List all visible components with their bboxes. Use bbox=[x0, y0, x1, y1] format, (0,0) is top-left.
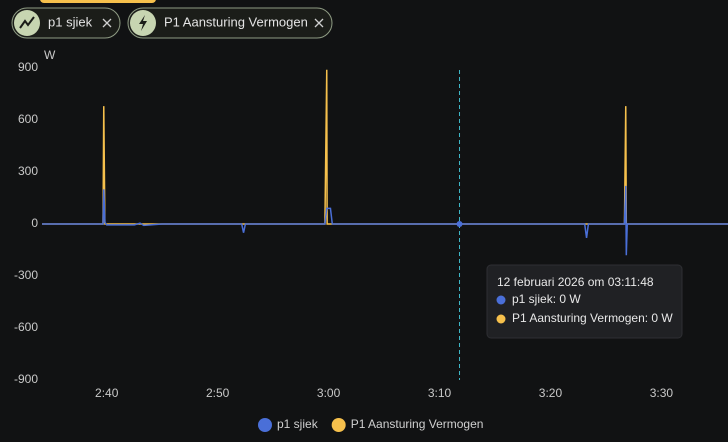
y-tick-label: 0 bbox=[31, 216, 38, 230]
legend-label: P1 Aansturing Vermogen bbox=[351, 417, 484, 431]
x-tick-label: 3:30 bbox=[650, 386, 674, 400]
hover-point bbox=[456, 221, 463, 227]
filter-chip[interactable]: p1 sjiek bbox=[11, 7, 121, 39]
tooltip-title: 12 februari 2026 om 03:11:48 bbox=[497, 275, 654, 289]
tooltip-line: p1 sjiek: 0 W bbox=[512, 292, 581, 306]
legend-swatch bbox=[258, 418, 272, 432]
chip-label: P1 Aansturing Vermogen bbox=[164, 14, 308, 29]
chip-icon bbox=[139, 15, 147, 31]
x-tick-label: 3:10 bbox=[428, 386, 452, 400]
x-tick-label: 2:40 bbox=[95, 386, 119, 400]
y-tick-label: 900 bbox=[18, 60, 38, 74]
y-tick-label: -900 bbox=[14, 372, 38, 386]
filter-chip[interactable]: P1 Aansturing Vermogen bbox=[127, 7, 333, 39]
x-tick-label: 2:50 bbox=[206, 386, 230, 400]
y-tick-label: -300 bbox=[14, 268, 38, 282]
y-axis-unit: W bbox=[44, 48, 56, 62]
chip-bg bbox=[127, 7, 333, 39]
selection-bar bbox=[40, 0, 156, 3]
series-line bbox=[42, 185, 728, 256]
x-tick-label: 3:20 bbox=[539, 386, 563, 400]
tooltip-bg bbox=[486, 264, 683, 339]
y-tick-label: 600 bbox=[18, 112, 38, 126]
chip-icon bbox=[19, 16, 35, 29]
tooltip-line: P1 Aansturing Vermogen: 0 W bbox=[512, 311, 673, 325]
chip-bg bbox=[11, 7, 121, 39]
tooltip-dot bbox=[496, 295, 506, 305]
tooltip-dot bbox=[496, 314, 506, 324]
chip-close[interactable] bbox=[314, 18, 324, 28]
legend-label: p1 sjiek bbox=[277, 417, 319, 431]
legend-swatch bbox=[331, 418, 346, 432]
tooltip: 12 februari 2026 om 03:11:48 p1 sjiek: 0 … bbox=[486, 264, 683, 339]
chip-label: p1 sjiek bbox=[48, 14, 93, 29]
chip-close[interactable] bbox=[102, 18, 112, 28]
y-tick-label: 300 bbox=[18, 164, 38, 178]
x-tick-label: 3:00 bbox=[317, 386, 341, 400]
y-tick-label: -600 bbox=[14, 320, 38, 334]
